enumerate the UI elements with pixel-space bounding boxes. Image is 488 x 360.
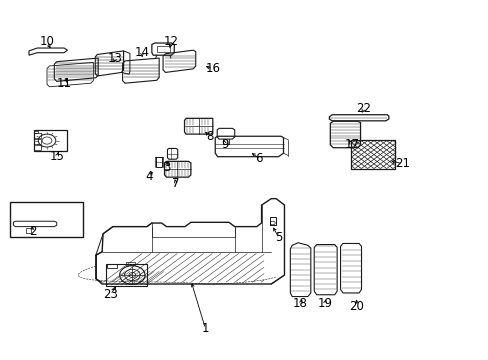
Bar [34, 139, 41, 144]
Text: 3: 3 [163, 161, 170, 174]
Bar [126, 262, 135, 265]
Bar [34, 133, 41, 138]
Text: 22: 22 [356, 102, 371, 115]
Text: 21: 21 [395, 157, 409, 170]
Bar [105, 264, 147, 286]
Text: 4: 4 [145, 170, 153, 183]
Text: 6: 6 [255, 152, 263, 165]
Text: 2: 2 [29, 225, 36, 238]
Text: 23: 23 [103, 288, 118, 301]
Text: 15: 15 [49, 150, 64, 163]
Text: 20: 20 [348, 300, 364, 313]
Text: 5: 5 [274, 231, 282, 244]
Text: 16: 16 [205, 62, 220, 75]
Text: 9: 9 [221, 138, 228, 150]
Text: 12: 12 [163, 35, 179, 49]
Bar [34, 131, 38, 134]
Text: 14: 14 [134, 46, 149, 59]
Text: 10: 10 [40, 35, 54, 49]
Text: 13: 13 [108, 51, 122, 64]
Text: 17: 17 [344, 138, 359, 150]
Bar [34, 145, 41, 150]
Bar [10, 202, 82, 237]
Text: 19: 19 [317, 297, 332, 310]
Text: 11: 11 [57, 77, 71, 90]
Text: 18: 18 [292, 297, 307, 310]
Text: 7: 7 [172, 177, 180, 190]
Text: 1: 1 [202, 322, 209, 335]
Bar [269, 217, 275, 225]
Text: 8: 8 [206, 130, 214, 144]
Bar [34, 130, 67, 151]
Bar [156, 157, 161, 167]
Bar [26, 228, 31, 233]
Bar [107, 264, 117, 268]
Bar [350, 140, 394, 169]
